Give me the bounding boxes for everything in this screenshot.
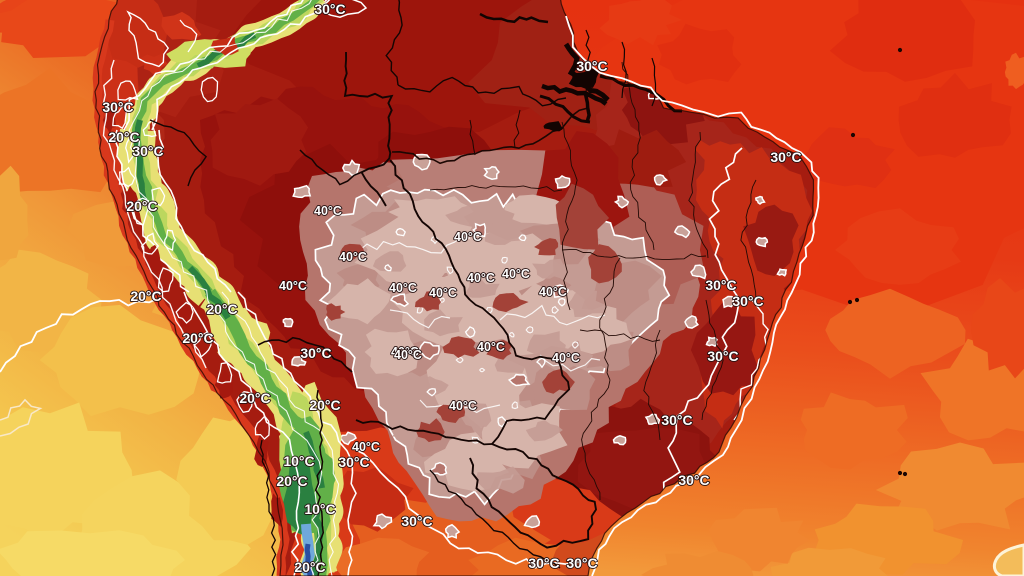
svg-text:30°C: 30°C <box>770 149 801 165</box>
svg-text:40°C: 40°C <box>352 440 380 454</box>
svg-text:20°C: 20°C <box>108 129 139 145</box>
svg-text:40°C: 40°C <box>314 204 342 218</box>
svg-text:30°C: 30°C <box>661 412 692 428</box>
svg-text:30°C: 30°C <box>707 348 738 364</box>
svg-text:30°C: 30°C <box>300 345 331 361</box>
svg-text:30°C: 30°C <box>338 454 369 470</box>
svg-text:40°C: 40°C <box>339 250 367 264</box>
svg-text:20°C: 20°C <box>206 301 237 317</box>
svg-text:40°C: 40°C <box>394 348 422 362</box>
svg-text:30°C: 30°C <box>401 513 432 529</box>
svg-text:30°C: 30°C <box>566 555 597 571</box>
svg-text:40°C: 40°C <box>429 286 457 300</box>
svg-text:20°C: 20°C <box>309 397 340 413</box>
svg-text:40°C: 40°C <box>449 399 477 413</box>
svg-text:20°C: 20°C <box>294 559 325 575</box>
svg-text:40°C: 40°C <box>539 285 567 299</box>
svg-text:30°C: 30°C <box>732 293 763 309</box>
svg-text:40°C: 40°C <box>552 351 580 365</box>
svg-text:40°C: 40°C <box>279 279 307 293</box>
svg-text:40°C: 40°C <box>502 267 530 281</box>
svg-text:20°C: 20°C <box>182 330 213 346</box>
svg-text:40°C: 40°C <box>454 230 482 244</box>
svg-text:30°C: 30°C <box>705 277 736 293</box>
svg-text:40°C: 40°C <box>467 271 495 285</box>
svg-text:20°C: 20°C <box>276 473 307 489</box>
svg-text:10°C: 10°C <box>304 501 335 517</box>
svg-text:20°C: 20°C <box>130 288 161 304</box>
svg-text:40°C: 40°C <box>389 281 417 295</box>
svg-text:30°C: 30°C <box>314 1 345 17</box>
svg-text:30°C: 30°C <box>576 58 607 74</box>
svg-text:10°C: 10°C <box>283 453 314 469</box>
svg-text:20°C: 20°C <box>239 390 270 406</box>
svg-text:40°C: 40°C <box>477 340 505 354</box>
svg-text:40°C: 40°C <box>391 345 419 359</box>
svg-text:30°C: 30°C <box>102 99 133 115</box>
svg-text:20°C: 20°C <box>126 198 157 214</box>
svg-text:30°C: 30°C <box>132 143 163 159</box>
svg-text:30°C: 30°C <box>678 472 709 488</box>
svg-text:30°C: 30°C <box>528 555 559 571</box>
